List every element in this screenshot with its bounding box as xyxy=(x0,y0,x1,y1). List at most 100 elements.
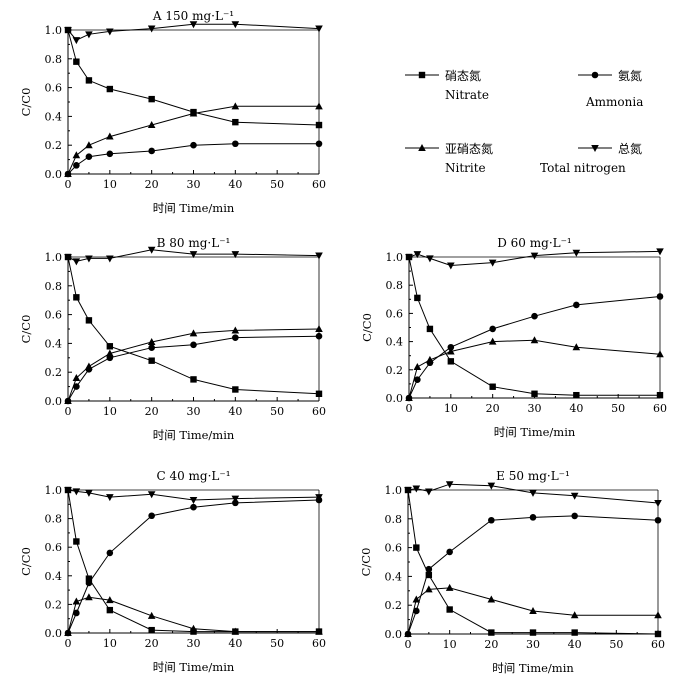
series-nitrate xyxy=(64,253,323,397)
data-point-ammonia xyxy=(531,312,538,320)
x-tick-label: 40 xyxy=(228,178,242,191)
data-point-nitrite xyxy=(447,347,455,355)
x-tick-label: 60 xyxy=(312,637,326,650)
data-point-ammonia xyxy=(488,516,495,524)
data-point-nitrite xyxy=(147,121,156,129)
y-tick-label: 0.8 xyxy=(385,513,403,526)
y-tick-label: 0.4 xyxy=(386,336,404,349)
data-point-nitrate xyxy=(656,391,664,399)
panel-title: C 40 mg·L⁻¹ xyxy=(156,469,230,483)
data-point-nitrite xyxy=(72,151,81,159)
data-point-total xyxy=(426,255,434,263)
data-point-nitrate xyxy=(106,343,114,350)
series-line-total xyxy=(407,483,659,504)
data-point-total xyxy=(231,21,240,29)
y-tick-label: 0.2 xyxy=(386,364,404,377)
x-tick-label: 50 xyxy=(270,178,284,191)
series-line-ammonia xyxy=(67,335,320,402)
data-point-nitrate xyxy=(571,629,578,636)
data-point-nitrate xyxy=(106,85,114,93)
data-point-ammonia xyxy=(413,607,420,615)
data-point-ammonia xyxy=(85,153,93,161)
y-tick-label: 0.6 xyxy=(45,309,63,322)
x-tick-label: 0 xyxy=(405,638,412,651)
data-point-nitrite xyxy=(147,611,156,619)
legend-label-cn: 硝态氮 xyxy=(445,68,481,83)
data-point-ammonia xyxy=(489,325,496,333)
data-point-nitrate xyxy=(73,538,80,545)
data-point-nitrite xyxy=(64,629,72,636)
data-point-nitrite xyxy=(72,373,81,381)
x-tick-label: 20 xyxy=(145,178,159,191)
data-point-nitrite xyxy=(189,624,198,632)
series-nitrite xyxy=(64,593,323,636)
series-line-ammonia xyxy=(407,515,659,635)
series-line-total xyxy=(67,489,320,501)
y-tick-label: 0.6 xyxy=(385,542,403,555)
data-point-total xyxy=(72,37,81,45)
data-point-total xyxy=(654,499,662,507)
data-point-ammonia xyxy=(190,141,197,149)
series-nitrite xyxy=(405,336,664,401)
y-axis-label: C/C0 xyxy=(19,547,33,576)
y-tick-label: 0.4 xyxy=(45,570,63,583)
y-tick-label: 0.8 xyxy=(45,280,63,293)
x-axis-label: 时间 Time/min xyxy=(494,425,576,439)
y-tick-label: 1.0 xyxy=(385,484,403,497)
y-tick-label: 0.2 xyxy=(45,366,63,379)
data-point-ammonia xyxy=(447,343,455,351)
data-point-nitrate xyxy=(85,317,93,324)
data-point-nitrite xyxy=(106,349,114,357)
panel-c: 0 10 20 30 40 50 60 0.0 0.2 0.4 0.6 0.8 1.0 C 40 mg·L… xyxy=(19,469,326,674)
legend-label-cn: 总氮 xyxy=(618,141,642,156)
data-point-nitrite xyxy=(106,132,114,140)
panel-b: 0 10 20 30 40 50 60 0.0 0.2 0.4 0.6 0.8 1.0 B 80 mg·L… xyxy=(19,236,326,442)
data-point-ammonia xyxy=(148,344,155,352)
data-point-nitrite xyxy=(231,326,240,334)
legend-label-en: Nitrate xyxy=(445,88,489,102)
data-point-nitrate xyxy=(425,571,433,579)
data-point-ammonia xyxy=(571,512,578,520)
legend-item-nitrate: 硝态氮 Nitrate xyxy=(405,68,489,102)
y-tick-label: 0.2 xyxy=(45,139,63,152)
data-point-nitrite xyxy=(315,627,323,635)
data-point-nitrate xyxy=(654,630,662,638)
series-nitrate xyxy=(405,253,664,399)
data-point-ammonia xyxy=(73,383,80,390)
x-tick-label: 50 xyxy=(611,402,625,415)
y-tick-label: 0.8 xyxy=(386,279,404,292)
data-point-total xyxy=(106,28,114,36)
data-point-ammonia xyxy=(656,293,664,300)
x-tick-label: 30 xyxy=(187,637,201,650)
x-tick-label: 40 xyxy=(569,402,583,415)
data-point-nitrite xyxy=(315,325,323,332)
data-point-nitrite xyxy=(445,583,454,591)
series-total xyxy=(404,481,662,507)
data-point-nitrite xyxy=(404,630,412,637)
data-point-ammonia xyxy=(573,301,580,309)
series-line-nitrite xyxy=(67,105,319,175)
data-point-total xyxy=(85,31,93,39)
y-tick-label: 0.4 xyxy=(45,337,63,350)
legend-marker xyxy=(418,71,426,79)
series-line-nitrite xyxy=(67,596,319,634)
data-point-nitrate xyxy=(190,376,197,383)
data-point-total xyxy=(147,491,156,499)
data-point-total xyxy=(231,251,240,259)
x-tick-label: 10 xyxy=(103,178,117,191)
series-nitrite xyxy=(404,583,662,637)
x-tick-label: 60 xyxy=(312,405,326,418)
data-point-nitrite xyxy=(64,170,72,177)
data-point-total xyxy=(231,495,240,503)
data-point-ammonia xyxy=(148,512,155,520)
data-point-total xyxy=(570,492,579,500)
x-tick-label: 60 xyxy=(312,178,326,191)
y-tick-label: 0.0 xyxy=(45,627,63,640)
data-point-nitrite xyxy=(570,611,579,619)
x-tick-label: 20 xyxy=(145,637,159,650)
data-point-nitrate xyxy=(106,606,114,614)
x-tick-label: 30 xyxy=(526,638,540,651)
data-point-nitrate xyxy=(85,77,93,84)
series-total xyxy=(64,21,323,45)
x-tick-label: 20 xyxy=(484,638,498,651)
